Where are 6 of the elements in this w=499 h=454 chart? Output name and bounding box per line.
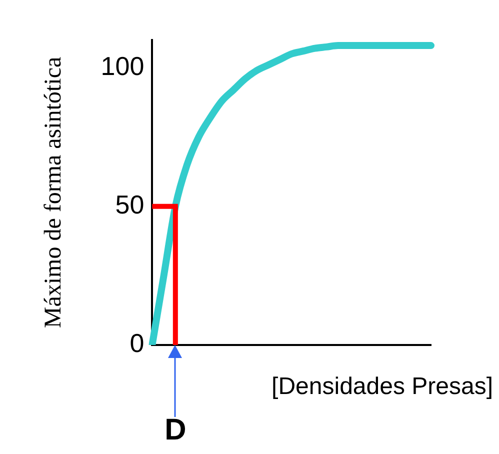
y-tick-label: 100 <box>100 50 144 81</box>
y-tick-label: 0 <box>130 328 144 358</box>
x-axis-title: [Densidades Presas] <box>272 373 493 401</box>
y-tick-label: 50 <box>115 190 144 220</box>
y-axis-title: Máximo de forma asintótica <box>40 56 67 328</box>
x-tick-label: D <box>164 413 186 446</box>
